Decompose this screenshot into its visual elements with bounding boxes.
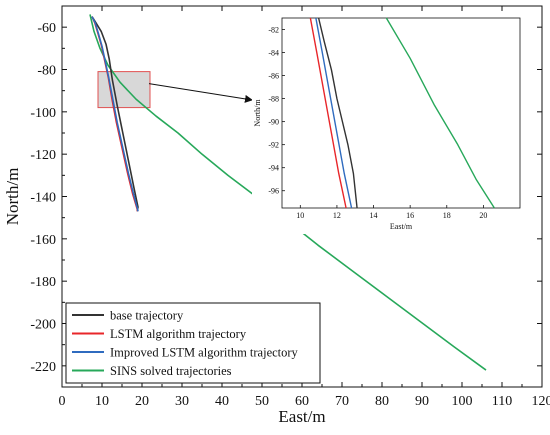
inset-x-axis-title: East/m	[390, 222, 413, 231]
y-axis-title: North/m	[3, 168, 22, 226]
zoom-region-box	[97, 71, 151, 109]
y-tick-label: -120	[30, 148, 56, 163]
legend-label: SINS solved trajectories	[110, 364, 232, 378]
y-tick-label: -100	[30, 106, 56, 121]
legend-label: LSTM algorithm trajectory	[110, 327, 247, 341]
y-tick-label: -180	[30, 275, 56, 290]
x-axis-title: East/m	[278, 407, 325, 426]
inset-y-tick-label: -82	[268, 26, 279, 35]
x-tick-label: 40	[215, 394, 229, 409]
legend-label: base trajectory	[110, 309, 184, 323]
x-tick-label: 70	[335, 394, 349, 409]
inset-y-tick-label: -86	[268, 72, 279, 81]
inset-plot: 10 12 14 16 18 20 -82 -84 -86 -88 -90 -92 -94 -96 East…	[252, 16, 526, 234]
x-tick-label: 80	[375, 394, 389, 409]
inset-x-tick-label: 18	[443, 211, 451, 220]
y-tick-label: -220	[30, 360, 56, 375]
inset-x-tick-label: 20	[479, 211, 487, 220]
x-tick-label: 20	[135, 394, 149, 409]
main-plot: 0 10 20 30 40 50 60 70 80 90 100 110 120 -60 -80 -100 -1…	[3, 5, 550, 426]
y-tick-label: -200	[30, 318, 56, 333]
x-tick-label: 0	[59, 394, 66, 409]
x-tick-label: 110	[492, 394, 512, 409]
inset-y-tick-label: -88	[268, 95, 279, 104]
y-tick-label: -60	[37, 21, 56, 36]
y-tick-label: -80	[37, 64, 56, 79]
y-tick-label: -160	[30, 233, 56, 248]
inset-y-tick-label: -94	[268, 164, 279, 173]
inset-y-tick-label: -84	[268, 49, 279, 58]
x-tick-label: 60	[295, 394, 309, 409]
inset-x-tick-label: 14	[370, 211, 378, 220]
x-tick-label: 90	[415, 394, 429, 409]
x-tick-label: 10	[95, 394, 109, 409]
series-line-4	[89, 14, 487, 371]
inset-series-line-3	[315, 17, 353, 209]
legend-box	[65, 302, 321, 384]
x-tick-label: 100	[452, 394, 473, 409]
x-tick-label: 50	[255, 394, 269, 409]
zoom-arrow	[148, 83, 253, 103]
inset-frame	[281, 17, 521, 209]
inset-series-line-1	[317, 17, 358, 209]
inset-x-tick-label: 10	[296, 211, 304, 220]
inset-series-line-4	[385, 17, 495, 209]
inset-background	[252, 16, 526, 234]
x-tick-label: 30	[175, 394, 189, 409]
series-line-1	[91, 16, 139, 212]
series-line-3	[91, 16, 139, 212]
y-tick-label: -140	[30, 191, 56, 206]
inset-y-tick-label: -92	[268, 141, 279, 150]
inset-y-tick-label: -96	[268, 187, 279, 196]
inset-x-tick-label: 12	[333, 211, 341, 220]
zoom-connector	[148, 83, 253, 103]
inset-y-axis-title: North/m	[253, 99, 262, 127]
legend: base trajectory LSTM algorithm trajectory…	[65, 302, 321, 384]
x-tick-label: 120	[532, 394, 550, 409]
inset-x-tick-label: 16	[406, 211, 414, 220]
legend-label: Improved LSTM algorithm trajectory	[110, 346, 299, 360]
inset-y-tick-label: -90	[268, 118, 279, 127]
inset-series-line-2	[309, 17, 347, 209]
